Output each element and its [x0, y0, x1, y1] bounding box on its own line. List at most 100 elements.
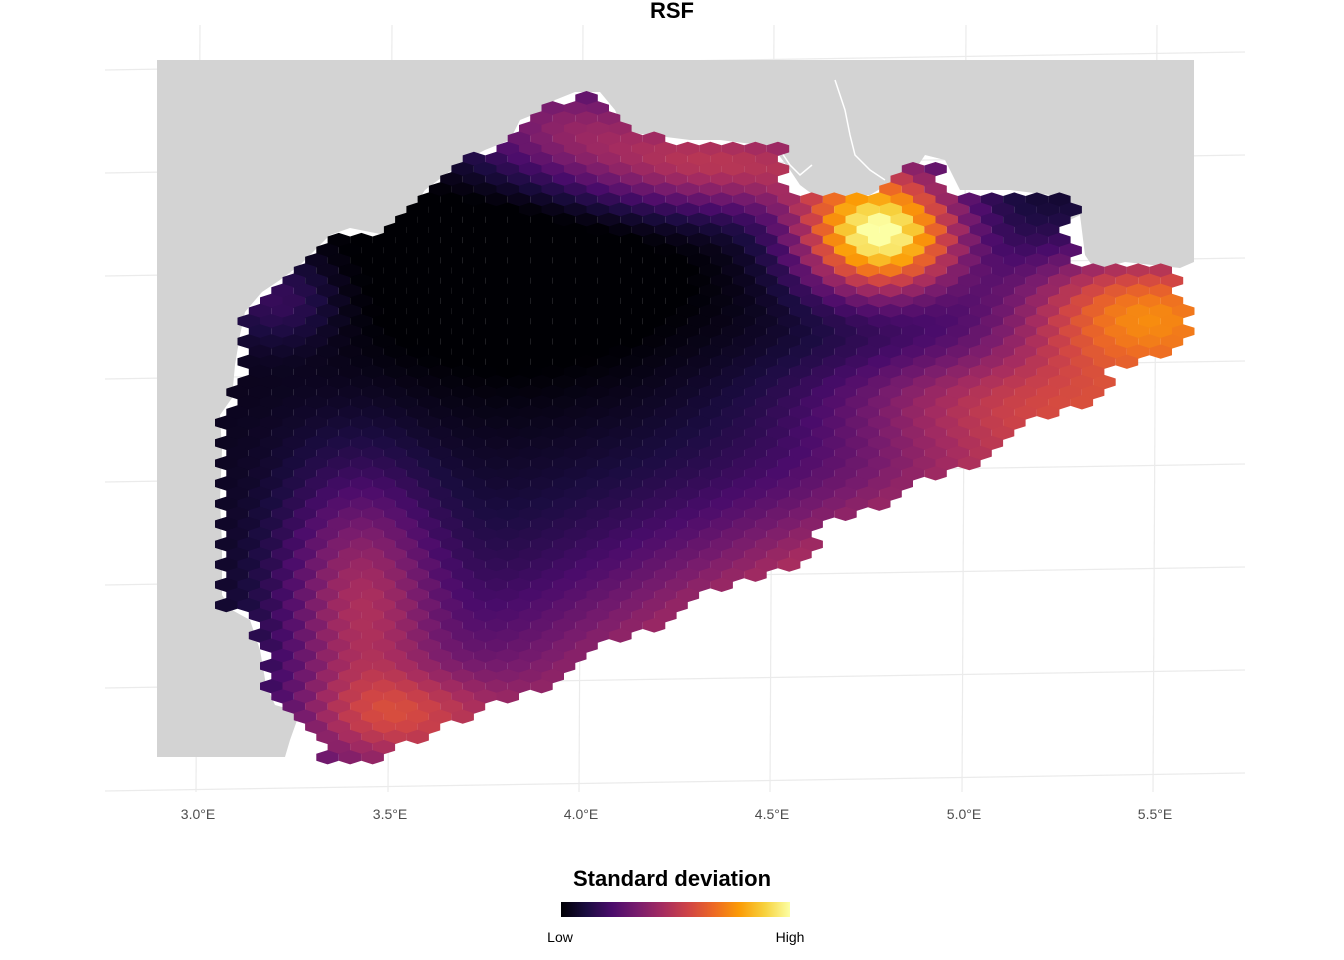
sd-hexagon-cell	[755, 374, 778, 390]
sd-hexagon-cell	[552, 516, 576, 532]
legend-low-label: Low	[547, 929, 573, 945]
sd-hexagon-cell	[913, 253, 936, 268]
sd-hexagon-cell	[248, 587, 272, 603]
sd-hexagon-cell	[485, 618, 508, 633]
sd-hexagon-cell	[519, 506, 542, 521]
sd-hexagon-cell	[913, 354, 936, 369]
sd-hexagon-cell	[868, 476, 891, 491]
sd-hexagon-cell	[496, 364, 519, 380]
sd-hexagon-cell	[710, 415, 733, 430]
sd-hexagon-cell	[361, 608, 384, 623]
sd-hexagon-cell	[1059, 303, 1082, 319]
sd-hexagon-cell	[901, 243, 925, 258]
sd-hexagon-cell	[519, 608, 542, 623]
sd-hexagon-cell	[451, 202, 474, 217]
sd-hexagon-cell	[654, 162, 677, 177]
sd-hexagon-cell	[654, 222, 677, 238]
sd-hexagon-cell	[777, 537, 801, 552]
sd-hexagon-cell	[530, 618, 553, 633]
sd-hexagon-cell	[777, 496, 801, 511]
sd-hexagon-cell	[260, 496, 283, 511]
sd-hexagon-cell	[417, 354, 441, 369]
sd-hexagon-cell	[699, 263, 722, 278]
sd-hexagon-cell	[564, 506, 587, 521]
sd-hexagon-cell	[260, 638, 283, 653]
sd-hexagon-cell	[372, 334, 396, 349]
sd-hexagon-cell	[935, 395, 958, 410]
sd-hexagon-cell	[361, 303, 384, 319]
sd-hexagon-cell	[530, 131, 553, 146]
sd-hexagon-cell	[350, 456, 373, 471]
sd-hexagon-cell	[1070, 273, 1094, 288]
sd-hexagon-cell	[744, 283, 767, 298]
sd-hexagon-cell	[417, 334, 441, 349]
sd-hexagon-cell	[935, 415, 958, 430]
sd-hexagon-cell	[282, 598, 306, 613]
sd-hexagon-cell	[440, 658, 463, 674]
sd-hexagon-cell	[316, 587, 339, 603]
sd-hexagon-cell	[1070, 334, 1094, 349]
sd-hexagon-cell	[417, 212, 441, 227]
sd-hexagon-cell	[631, 506, 655, 521]
sd-hexagon-cell	[552, 314, 576, 329]
sd-hexagon-cell	[305, 395, 328, 410]
sd-hexagon-cell	[721, 405, 745, 420]
sd-hexagon-cell	[507, 334, 531, 349]
sd-hexagon-cell	[564, 466, 587, 481]
sd-hexagon-cell	[800, 374, 823, 390]
sd-hexagon-cell	[586, 324, 609, 339]
sd-hexagon-cell	[732, 172, 756, 187]
sd-hexagon-cell	[879, 222, 902, 238]
sd-hexagon-cell	[721, 324, 745, 339]
sd-hexagon-cell	[417, 496, 441, 511]
sd-hexagon-cell	[519, 202, 542, 217]
sd-hexagon-cell	[327, 577, 351, 592]
sd-hexagon-cell	[699, 567, 722, 582]
sd-hexagon-cell	[406, 466, 429, 481]
sd-hexagon-cell	[800, 395, 823, 410]
sd-hexagon-cell	[597, 557, 621, 572]
sd-hexagon-cell	[406, 587, 429, 603]
sd-hexagon-cell	[327, 314, 351, 329]
sd-hexagon-cell	[361, 486, 384, 501]
sd-hexagon-cell	[631, 547, 655, 562]
sd-hexagon-cell	[946, 263, 970, 278]
sd-hexagon-cell	[879, 202, 902, 217]
sd-hexagon-cell	[215, 456, 238, 471]
sd-hexagon-cell	[913, 415, 936, 430]
sd-hexagon-cell	[597, 598, 621, 613]
sd-hexagon-cell	[980, 354, 1004, 369]
sd-hexagon-cell	[721, 486, 745, 501]
sd-hexagon-cell	[687, 232, 711, 248]
sd-hexagon-cell	[564, 202, 587, 217]
sd-hexagon-cell	[676, 405, 700, 420]
sd-hexagon-cell	[305, 476, 328, 491]
sd-hexagon-cell	[687, 334, 711, 349]
sd-hexagon-cell	[935, 273, 958, 288]
sd-hexagon-cell	[507, 516, 531, 532]
sd-hexagon-cell	[755, 354, 778, 369]
sd-hexagon-cell	[1126, 344, 1150, 359]
sd-hexagon-cell	[1104, 324, 1127, 339]
sd-hexagon-cell	[473, 486, 497, 501]
sd-hexagon-cell	[327, 232, 351, 248]
sd-hexagon-cell	[890, 354, 913, 369]
sd-hexagon-cell	[631, 243, 655, 258]
sd-hexagon-cell	[260, 314, 283, 329]
sd-hexagon-cell	[1059, 283, 1082, 298]
sd-hexagon-cell	[631, 162, 655, 177]
sd-hexagon-cell	[282, 537, 306, 552]
sd-hexagon-cell	[1025, 354, 1049, 369]
sd-hexagon-cell	[721, 182, 745, 197]
sd-hexagon-cell	[868, 293, 891, 309]
sd-hexagon-cell	[732, 212, 756, 227]
sd-hexagon-cell	[485, 638, 508, 653]
sd-hexagon-cell	[496, 385, 519, 400]
sd-hexagon-cell	[564, 445, 587, 461]
sd-hexagon-cell	[1093, 293, 1116, 309]
sd-hexagon-cell	[766, 263, 790, 278]
sd-hexagon-cell	[338, 243, 362, 258]
sd-hexagon-cell	[980, 253, 1004, 268]
sd-hexagon-cell	[1003, 415, 1026, 430]
sd-hexagon-cell	[946, 405, 970, 420]
